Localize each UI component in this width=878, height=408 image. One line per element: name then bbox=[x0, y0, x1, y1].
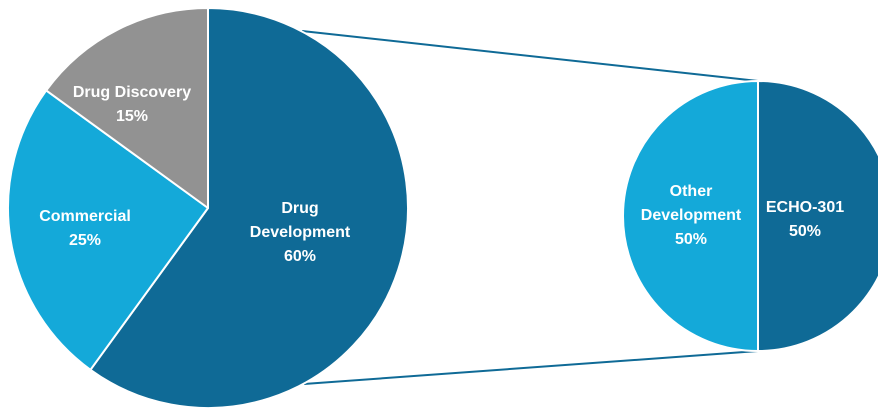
slice-drug-discovery bbox=[45, 7, 209, 209]
slice-commercial bbox=[7, 89, 209, 371]
slice-echo-301 bbox=[757, 80, 878, 352]
connector-line-top bbox=[301, 30, 759, 82]
slice-labels: Drug Development 60% Commercial 25% Drug Disc… bbox=[39, 84, 844, 265]
label-echo-301: ECHO-301 50% bbox=[766, 199, 844, 240]
connector-lines bbox=[301, 30, 759, 385]
connector-line-bottom bbox=[303, 350, 759, 385]
label-drug-development: Drug Development 60% bbox=[250, 200, 351, 265]
main-pie bbox=[7, 7, 409, 408]
label-other-development: Other Development 50% bbox=[641, 183, 742, 248]
breakdown-pie bbox=[622, 80, 878, 352]
slice-drug-development bbox=[89, 7, 409, 408]
label-drug-discovery: Drug Discovery 15% bbox=[73, 84, 191, 125]
slice-other-development bbox=[622, 80, 759, 352]
label-commercial: Commercial 25% bbox=[39, 208, 131, 249]
